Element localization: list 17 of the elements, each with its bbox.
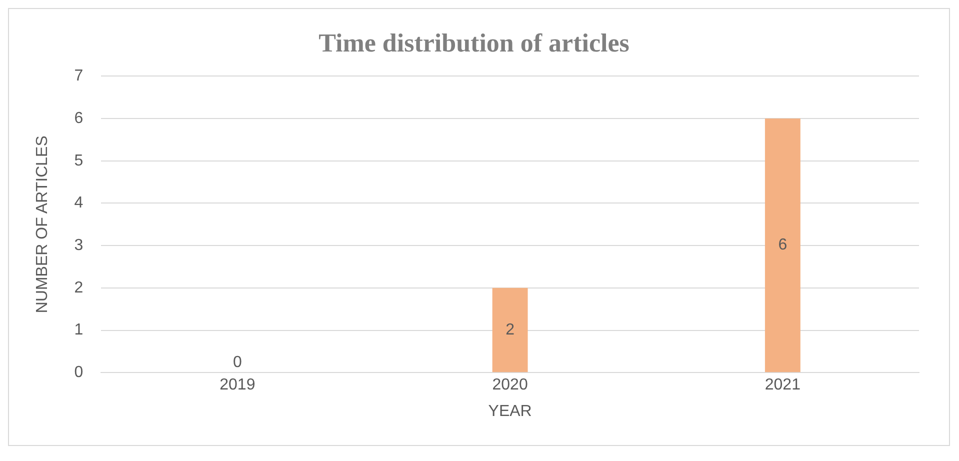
x-tick-label: 2021 bbox=[764, 376, 801, 394]
y-tick-label: 3 bbox=[74, 236, 84, 254]
chart-title: Time distribution of articles bbox=[318, 28, 630, 58]
y-axis-title: NUMBER OF ARTICLES bbox=[34, 136, 52, 314]
y-tick-label: 7 bbox=[74, 68, 84, 85]
x-tick-label: 2019 bbox=[220, 376, 256, 394]
y-tick-label: 5 bbox=[74, 152, 84, 170]
y-tick-label: 2 bbox=[74, 279, 84, 296]
y-tick-label: 4 bbox=[74, 194, 84, 212]
y-tick-label: 1 bbox=[74, 322, 84, 339]
x-tick-label: 2020 bbox=[492, 376, 528, 394]
y-tick-label: 0 bbox=[74, 364, 84, 382]
data-label: 0 bbox=[232, 354, 242, 372]
x-axis-title: YEAR bbox=[488, 402, 532, 420]
y-tick-label: 6 bbox=[74, 110, 84, 127]
data-label: 6 bbox=[778, 236, 788, 254]
data-label: 2 bbox=[506, 321, 515, 338]
